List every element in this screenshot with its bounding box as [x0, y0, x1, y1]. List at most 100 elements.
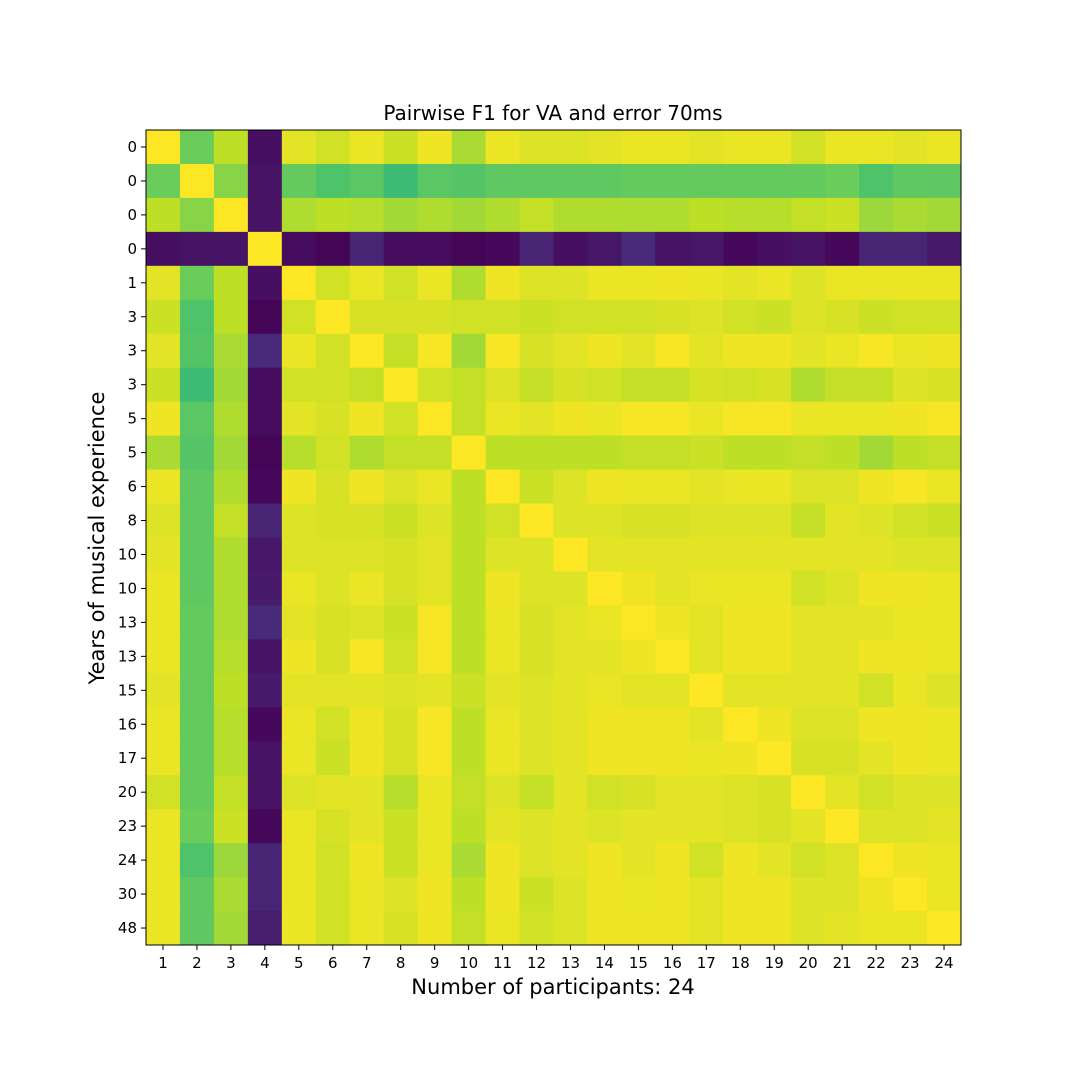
- heatmap-cell: [791, 843, 826, 878]
- heatmap-cell: [485, 571, 521, 606]
- heatmap-cell: [485, 605, 521, 640]
- heatmap-cell: [689, 333, 724, 369]
- heatmap-cell: [417, 333, 453, 369]
- heatmap-cell: [791, 435, 826, 471]
- heatmap-cell: [349, 571, 385, 606]
- heatmap-cell: [417, 911, 453, 946]
- heatmap-cell: [859, 401, 894, 437]
- y-tick-label: 0: [127, 172, 137, 190]
- heatmap-cell: [655, 537, 690, 572]
- heatmap-cell: [179, 911, 215, 946]
- heatmap-cell: [893, 571, 928, 606]
- heatmap-cell: [519, 469, 554, 505]
- x-tick-label: 18: [731, 954, 750, 972]
- heatmap-cell: [587, 673, 622, 708]
- heatmap-cell: [485, 707, 521, 742]
- heatmap-cell: [146, 231, 181, 267]
- heatmap-cell: [655, 571, 690, 606]
- heatmap-cell: [757, 367, 792, 403]
- heatmap-cell: [723, 605, 758, 640]
- heatmap-cell: [689, 401, 724, 437]
- heatmap-cell: [927, 673, 962, 708]
- heatmap-cell: [485, 911, 521, 946]
- heatmap-cell: [179, 231, 215, 267]
- heatmap-cell: [893, 401, 928, 437]
- heatmap-cell: [349, 809, 385, 844]
- y-tick-label: 6: [127, 478, 137, 496]
- heatmap-cell: [689, 503, 724, 538]
- heatmap-cell: [451, 197, 487, 233]
- heatmap-cell: [146, 741, 181, 776]
- heatmap-cell: [383, 537, 419, 572]
- heatmap-cell: [757, 231, 792, 267]
- heatmap-cell: [519, 130, 554, 165]
- heatmap-cell: [553, 367, 588, 403]
- heatmap-cell: [825, 130, 860, 165]
- heatmap-cell: [757, 469, 792, 505]
- heatmap-cell: [146, 265, 181, 301]
- heatmap-cell: [893, 639, 928, 674]
- heatmap-cell: [621, 367, 656, 403]
- heatmap-cell: [213, 877, 249, 912]
- heatmap-cell: [179, 775, 215, 810]
- heatmap-cell: [146, 877, 181, 912]
- heatmap-cell: [179, 503, 215, 538]
- heatmap-cell: [383, 639, 419, 674]
- heatmap-cell: [417, 367, 453, 403]
- y-tick-label: 3: [127, 308, 137, 326]
- heatmap-cell: [893, 265, 928, 301]
- heatmap-cell: [451, 231, 487, 267]
- x-tick-label: 24: [934, 954, 953, 972]
- heatmap-cell: [927, 877, 962, 912]
- heatmap-cell: [247, 265, 283, 301]
- heatmap-cell: [281, 605, 317, 640]
- y-tick-label: 24: [118, 851, 137, 869]
- heatmap-cell: [791, 605, 826, 640]
- heatmap-cell: [383, 707, 419, 742]
- heatmap-cell: [485, 435, 521, 471]
- heatmap-cell: [383, 435, 419, 471]
- heatmap-cell: [825, 775, 860, 810]
- heatmap-cell: [383, 503, 419, 538]
- heatmap-cell: [553, 843, 588, 878]
- heatmap-cell: [349, 130, 385, 165]
- heatmap-cell: [757, 333, 792, 369]
- heatmap-cell: [247, 911, 283, 946]
- heatmap-cell: [791, 673, 826, 708]
- heatmap-cell: [451, 537, 487, 572]
- heatmap-cell: [519, 877, 554, 912]
- heatmap-cell: [859, 299, 894, 335]
- heatmap-cell: [791, 877, 826, 912]
- heatmap-cell: [927, 333, 962, 369]
- heatmap-cell: [213, 299, 249, 335]
- heatmap-cell: [859, 809, 894, 844]
- heatmap-cell: [281, 197, 317, 233]
- heatmap-cell: [383, 130, 419, 165]
- heatmap-cell: [281, 877, 317, 912]
- heatmap-cell: [655, 435, 690, 471]
- heatmap-cell: [655, 163, 690, 199]
- heatmap-cell: [179, 673, 215, 708]
- heatmap-cell: [281, 911, 317, 946]
- heatmap-cell: [349, 605, 385, 640]
- heatmap-cell: [349, 367, 385, 403]
- heatmap-cell: [689, 537, 724, 572]
- heatmap-cell: [179, 130, 215, 165]
- y-tick-label: 23: [118, 817, 137, 835]
- heatmap-cell: [519, 809, 554, 844]
- heatmap-cell: [213, 707, 249, 742]
- heatmap-cell: [791, 537, 826, 572]
- heatmap-cell: [349, 197, 385, 233]
- heatmap-cell: [927, 639, 962, 674]
- heatmap-cell: [383, 877, 419, 912]
- heatmap-cell: [927, 130, 962, 165]
- heatmap-cell: [723, 265, 758, 301]
- heatmap-cell: [587, 299, 622, 335]
- heatmap-cell: [281, 673, 317, 708]
- heatmap-cell: [587, 775, 622, 810]
- heatmap-cell: [689, 741, 724, 776]
- heatmap-cell: [383, 775, 419, 810]
- heatmap-cell: [213, 775, 249, 810]
